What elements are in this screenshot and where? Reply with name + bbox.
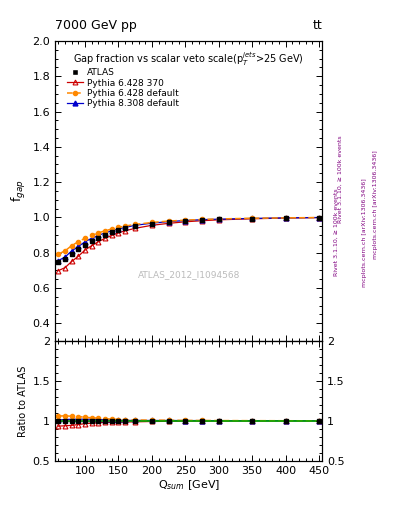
Text: ATLAS_2012_I1094568: ATLAS_2012_I1094568: [138, 270, 240, 280]
Text: mcplots.cern.ch [arXiv:1306.3436]: mcplots.cern.ch [arXiv:1306.3436]: [362, 178, 367, 287]
Y-axis label: Ratio to ATLAS: Ratio to ATLAS: [18, 365, 28, 437]
Text: 7000 GeV pp: 7000 GeV pp: [55, 19, 137, 32]
Legend: ATLAS, Pythia 6.428 370, Pythia 6.428 default, Pythia 8.308 default: ATLAS, Pythia 6.428 370, Pythia 6.428 de…: [65, 67, 180, 110]
Y-axis label: f$_{gap}$: f$_{gap}$: [10, 180, 28, 202]
Text: Rivet 3.1.10, ≥ 100k events: Rivet 3.1.10, ≥ 100k events: [338, 135, 343, 223]
Text: Rivet 3.1.10, ≥ 100k events: Rivet 3.1.10, ≥ 100k events: [334, 189, 339, 276]
X-axis label: Q$_{sum}$ [GeV]: Q$_{sum}$ [GeV]: [158, 478, 220, 492]
Text: mcplots.cern.ch [arXiv:1306.3436]: mcplots.cern.ch [arXiv:1306.3436]: [373, 151, 378, 259]
Text: tt: tt: [312, 19, 322, 32]
Text: Gap fraction vs scalar veto scale(p$_T^{jets}$>25 GeV): Gap fraction vs scalar veto scale(p$_T^{…: [73, 50, 304, 68]
